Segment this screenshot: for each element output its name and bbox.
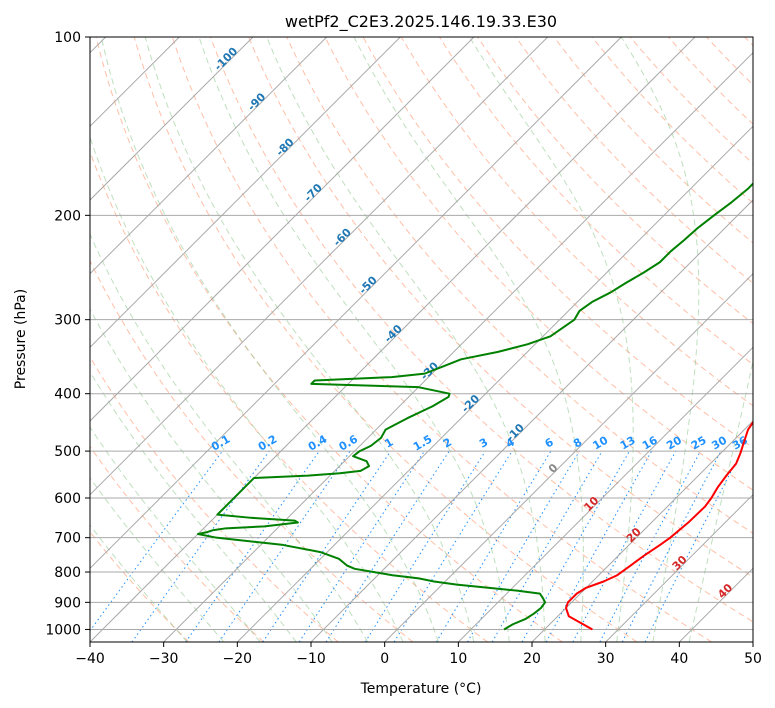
dry-adiabat-line	[515, 37, 753, 284]
x-axis-title: Temperature (°C)	[360, 681, 482, 697]
isotherms	[90, 37, 753, 642]
moist-adiabat-line	[144, 37, 475, 642]
isotherm-line	[90, 37, 254, 201]
plot-frame	[89, 36, 754, 643]
moist-adiabat-line	[90, 308, 333, 642]
moist-adiabat-line	[90, 233, 369, 642]
plot-background	[90, 37, 753, 642]
isotherm-line	[531, 420, 753, 642]
moist-adiabat-line	[198, 37, 510, 642]
moist-adiabat-line	[90, 476, 225, 642]
dry-adiabat-line	[90, 259, 414, 642]
axes: −40 −30 −20 −10 0 10 20 30 40 50 1000 900 800 700 600 5…	[45, 30, 762, 667]
moist-adiabat-line	[90, 370, 297, 642]
y-tick-label: 500	[54, 444, 81, 460]
y-tick-label: 900	[54, 595, 81, 611]
mixing-ratio-line	[298, 450, 425, 642]
x-tick-label: 20	[523, 651, 541, 667]
mixing-ratio-line	[131, 450, 270, 642]
mixing-ratio-line	[467, 450, 580, 642]
isotherm-line	[384, 272, 753, 642]
y-tick-label: 300	[54, 313, 81, 329]
isotherm-line	[90, 37, 622, 570]
x-tick-label: 0	[380, 651, 389, 667]
x-tick-label: −30	[149, 651, 179, 667]
mixing-ratio-lines	[90, 450, 743, 642]
mixing-ratio-line	[599, 450, 701, 642]
y-tick-label: 700	[54, 531, 81, 547]
pressure-gridlines	[90, 37, 753, 630]
temperature-profile-line	[565, 420, 753, 631]
moist-adiabat-line	[688, 358, 753, 642]
x-tick-label: 40	[670, 651, 688, 667]
isotherm-line	[310, 199, 753, 642]
isotherm-line	[605, 493, 753, 642]
moist-adiabat-line	[90, 135, 404, 642]
y-tick-label: 100	[54, 30, 81, 46]
mixing-ratio-line	[262, 450, 392, 642]
dry-adiabat-line	[95, 37, 563, 642]
y-tick-label: 800	[54, 565, 81, 581]
dry-adiabat-line	[324, 37, 753, 491]
dry-adiabat-line	[90, 445, 264, 642]
x-tick-label: −40	[75, 651, 105, 667]
y-tick-label: 600	[54, 491, 81, 507]
x-tick-label: 50	[744, 651, 762, 667]
dry-adiabat-line	[248, 37, 753, 578]
sounding-series	[197, 182, 753, 631]
x-tick-label: 30	[597, 651, 615, 667]
isotherm-line	[90, 37, 549, 496]
mixing-ratio-line	[218, 450, 351, 642]
mixing-ratio-line	[185, 450, 320, 642]
isotherm-line	[90, 37, 475, 422]
dry-adiabats	[90, 37, 753, 642]
moist-adiabat-line	[620, 37, 700, 642]
x-tick-label: −20	[223, 651, 253, 667]
mixing-ratio-line	[572, 450, 677, 642]
dewpoint-profile-line	[197, 182, 753, 631]
mixing-ratio-line	[364, 450, 486, 642]
moist-adiabat-line	[353, 37, 584, 642]
x-tick-label: −10	[296, 651, 326, 667]
isotherm-line	[457, 346, 753, 642]
y-tick-label: 400	[54, 387, 81, 403]
x-tick-label: 10	[449, 651, 467, 667]
isotherm-line	[90, 37, 328, 275]
dry-adiabat-line	[171, 37, 712, 642]
moist-adiabat-line	[90, 524, 188, 642]
dry-adiabat-line	[286, 37, 753, 534]
y-axis-title: Pressure (hPa)	[13, 289, 29, 389]
dry-adiabat-line	[133, 37, 638, 642]
moist-adiabat-line	[100, 37, 439, 642]
moist-adiabat-line	[90, 426, 261, 642]
mixing-ratio-line	[325, 450, 450, 642]
isotherm-line	[90, 37, 401, 349]
mixing-ratio-line	[435, 450, 552, 642]
isotherm-line	[90, 37, 696, 642]
y-tick-label: 200	[54, 208, 81, 224]
dry-adiabat-line	[210, 37, 753, 623]
isotherm-line	[163, 51, 753, 642]
chart-title: wetPf2_C2E3.2025.146.19.33.E30	[285, 12, 557, 32]
y-tick-label: 1000	[45, 622, 81, 638]
